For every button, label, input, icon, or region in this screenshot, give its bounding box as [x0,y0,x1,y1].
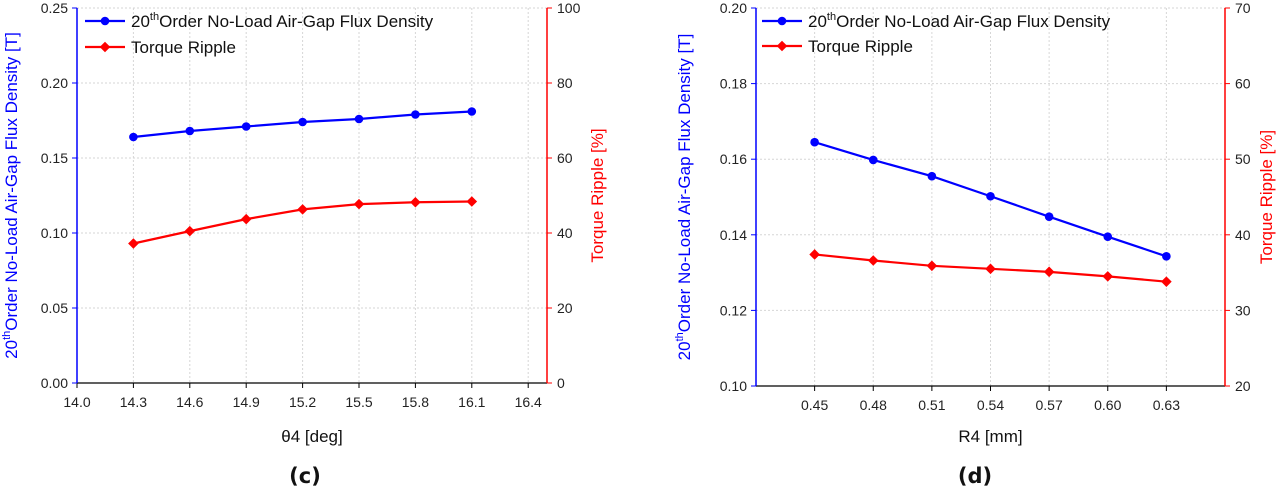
chart-d-flux-density-point [1162,252,1171,261]
chart-c-torque-ripple-point [353,198,365,210]
chart-d-x-tick-label: 0.60 [1094,397,1121,413]
chart-c-legend-flux-density-label-sup: th [150,11,159,23]
chart-c-y2-tick-label: 100 [557,0,581,16]
chart-c-y-tick-label: 0.05 [41,300,68,316]
chart-d-legend-flux-density-label: 20thOrder No-Load Air-Gap Flux Density [808,11,1111,31]
chart-c-legend-flux-density-swatch-marker [100,16,110,26]
chart-c-y-tick-label: 0.10 [41,225,68,241]
chart-c-legend-torque-ripple-label: Torque Ripple [131,38,236,57]
chart-d-y2-tick-label: 20 [1235,378,1251,394]
chart-d-legend-flux-density-swatch-marker [777,16,787,26]
chart-c-y-axis-title: 20thOrder No-Load Air-Gap Flux Density [… [1,32,21,359]
chart-c-x-tick-label: 14.3 [120,394,147,410]
chart-c-x-tick-label: 14.9 [233,394,260,410]
chart-d-torque-ripple-point [1043,266,1055,278]
chart-c-torque-ripple-point [466,196,478,207]
chart-c-x-tick-label: 14.0 [63,394,90,410]
chart-d-y-tick-label: 0.20 [720,0,747,16]
chart-d-x-tick-label: 0.48 [860,397,887,413]
chart-d-flux-density-point [868,155,878,165]
chart-d-y-tick-label: 0.16 [720,151,747,167]
chart-d-legend-flux-density-label-sup: th [827,11,836,23]
chart-d-legend-flux-density-label-main: Order No-Load Air-Gap Flux Density [836,12,1110,31]
chart-d-y2-tick-label: 40 [1235,227,1251,243]
chart-d-flux-density-point [927,171,937,181]
chart-c-x-axis-title: θ4 [deg] [281,427,342,446]
chart-c-x-tick-label: 14.6 [176,394,203,410]
chart-d-torque-ripple-point [1102,271,1114,282]
chart-d-y-axis-title-prefix: 20 [675,341,694,360]
chart-c-flux-density-point [467,107,477,116]
chart-c-flux-density-point [298,117,307,127]
chart-d-y2-tick-label: 70 [1235,0,1251,16]
chart-d-y-tick-label: 0.10 [720,378,747,394]
chart-d-y2-tick-label: 30 [1235,302,1251,318]
chart-d-flux-density-point [1103,232,1113,241]
chart-c-y-tick-label: 0.20 [41,75,68,91]
chart-c-x-tick-label: 16.4 [515,394,542,410]
chart-c-flux-density-point [185,126,195,136]
chart-c-torque-ripple-point [297,204,308,215]
chart-d-x-tick-label: 0.54 [977,397,1004,413]
chart-d-y-axis-title-main: Order No-Load Air-Gap Flux Density [T] [675,34,694,333]
chart-d-flux-density-point [1044,212,1054,221]
chart-c-legend-flux-density-label: 20thOrder No-Load Air-Gap Flux Density [131,11,434,31]
chart-d-x-tick-label: 0.57 [1036,397,1063,413]
chart-c-flux-density-point [129,132,138,142]
chart-d-y2-tick-label: 60 [1235,76,1251,92]
chart-d-y-tick-label: 0.14 [720,227,747,243]
chart-d-y-axis-title-sup: th [674,332,686,341]
chart-c-y2-tick-label: 20 [557,300,573,316]
chart-d-y-axis-title: 20thOrder No-Load Air-Gap Flux Density [… [674,34,694,361]
chart-c-flux-density-point [241,122,251,131]
chart-c-torque-ripple-point [184,225,196,237]
chart-c-flux-density-point [411,110,420,119]
chart-d-torque-ripple-point [809,249,820,260]
chart-d-panel-label: (d) [958,464,992,488]
chart-d-flux-density-point [810,137,819,147]
chart-c-y-tick-label: 0.00 [41,375,68,391]
chart-c-torque-ripple-point [240,213,252,225]
chart-d-legend-flux-density-label-prefix: 20 [808,12,827,31]
chart-d-x-tick-label: 0.51 [918,397,945,413]
chart-c-torque-ripple-point [410,196,421,208]
chart-d-x-axis-title: R4 [mm] [958,427,1022,446]
chart-c-y-axis-title-main: Order No-Load Air-Gap Flux Density [T] [2,32,21,331]
chart-c-y-tick-label: 0.25 [41,0,68,16]
chart-d-torque-ripple-point [1161,276,1172,287]
chart-d-flux-density-point [986,191,995,201]
chart-c-y2-axis-title: Torque Ripple [%] [588,128,607,262]
chart-c-torque-ripple-point [128,238,139,249]
chart-c-y2-tick-label: 60 [557,150,573,166]
chart-d-x-tick-label: 0.45 [801,397,828,413]
chart-c-panel-label: (c) [289,464,321,488]
chart-d-torque-ripple-point [867,255,879,266]
chart-d-legend-torque-ripple-label: Torque Ripple [808,37,913,56]
chart-c-x-tick-label: 16.1 [458,394,485,410]
chart-c-y2-tick-label: 80 [557,75,573,91]
chart-d-y2-tick-label: 50 [1235,151,1251,167]
chart-c-x-tick-label: 15.5 [345,394,372,410]
chart-c-x-tick-label: 15.8 [402,394,429,410]
chart-d-legend-torque-ripple-swatch-marker [776,40,788,52]
chart-c-y-axis-title-prefix: 20 [2,340,21,359]
chart-d-y-tick-label: 0.12 [720,302,747,318]
chart-d-x-tick-label: 0.63 [1153,397,1180,413]
chart-d-torque-ripple-point [985,263,996,275]
chart-c-legend-flux-density-label-prefix: 20 [131,12,150,31]
chart-d-torque-ripple-point [926,260,938,272]
chart-c-legend-torque-ripple-swatch-marker [99,41,111,53]
chart-c-x-tick-label: 15.2 [289,394,316,410]
chart-c-y-tick-label: 0.15 [41,150,68,166]
chart-c-flux-density-point [354,114,364,124]
chart-d-y2-axis-title: Torque Ripple [%] [1257,130,1276,264]
chart-d-y-tick-label: 0.18 [720,76,747,92]
chart-c-y-axis-title-sup: th [1,331,13,340]
chart-c-y2-tick-label: 40 [557,225,573,241]
chart-c-legend-flux-density-label-main: Order No-Load Air-Gap Flux Density [159,12,433,31]
chart-c-y2-tick-label: 0 [557,375,565,391]
